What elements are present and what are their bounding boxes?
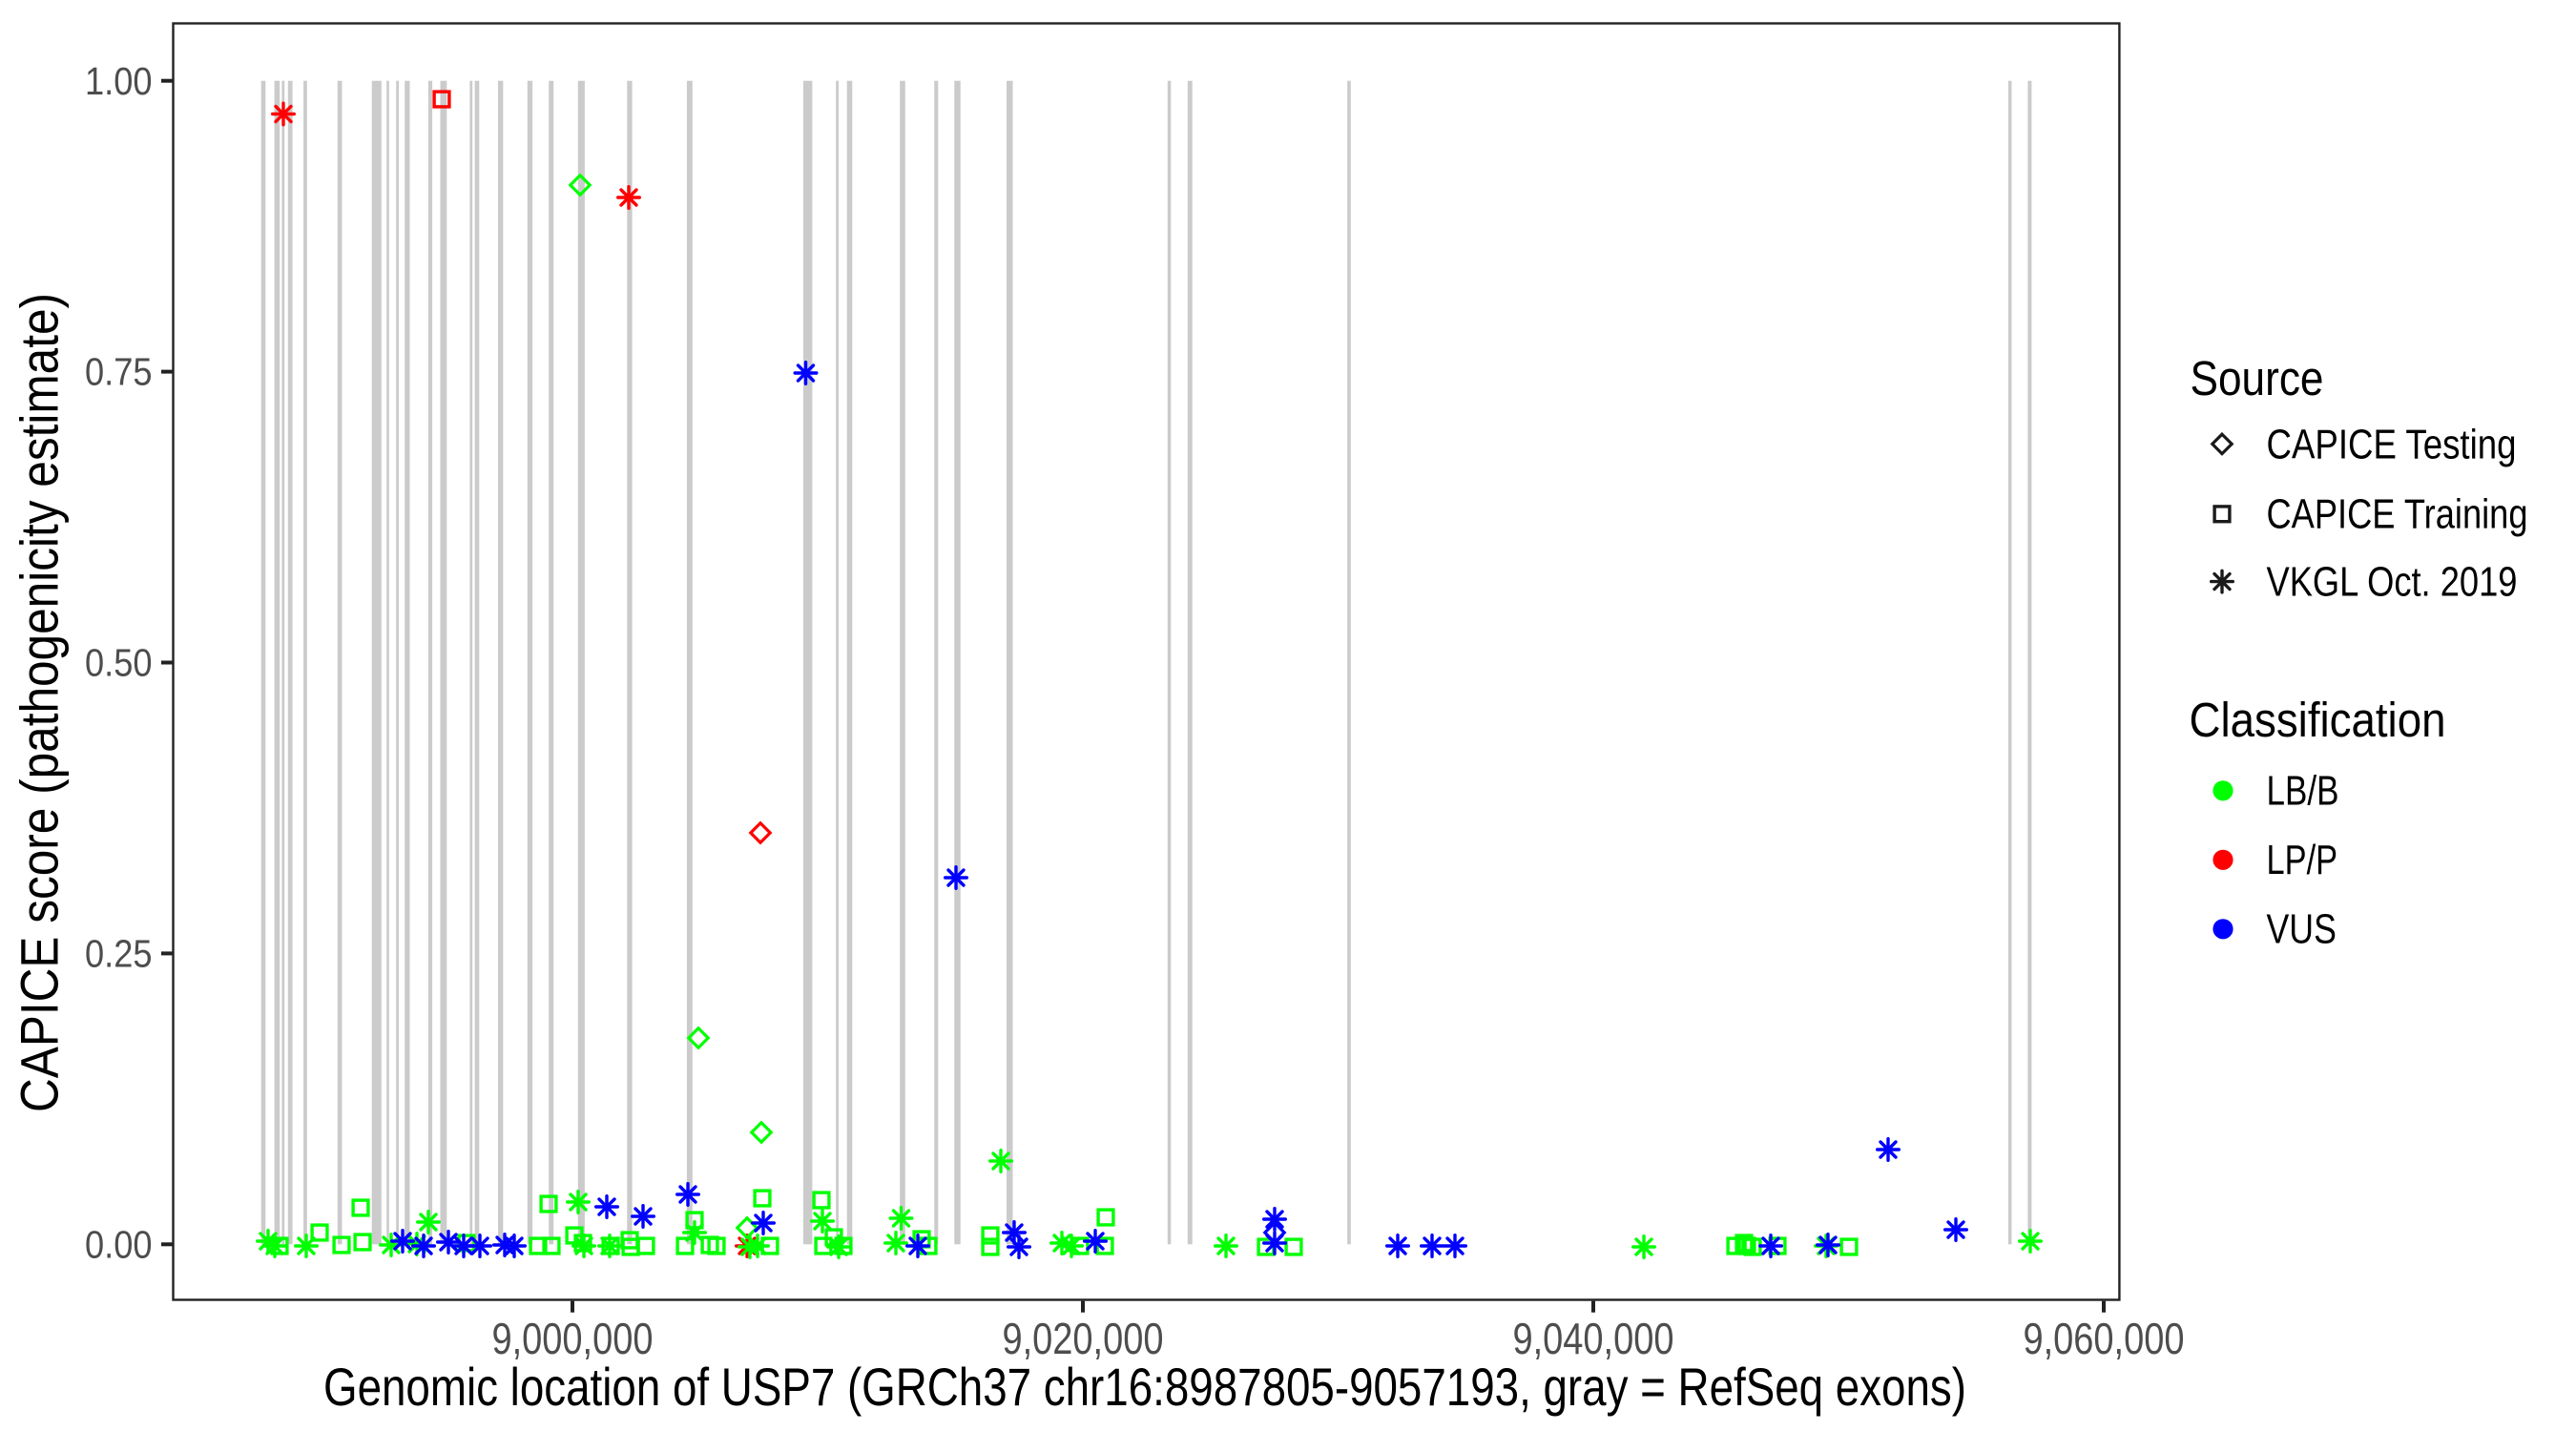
svg-text:CAPICE Training: CAPICE Training: [2267, 492, 2528, 538]
svg-text:LP/P: LP/P: [2267, 838, 2338, 883]
svg-text:Genomic location of USP7 (GRCh: Genomic location of USP7 (GRCh37 chr16:8…: [323, 1358, 1966, 1417]
svg-text:9,040,000: 9,040,000: [1513, 1314, 1674, 1363]
svg-text:0.25: 0.25: [85, 932, 153, 976]
svg-text:0.50: 0.50: [85, 641, 153, 685]
svg-text:VKGL Oct. 2019: VKGL Oct. 2019: [2267, 560, 2518, 606]
svg-text:VUS: VUS: [2267, 906, 2337, 952]
svg-text:1.00: 1.00: [85, 59, 153, 103]
svg-text:Classification: Classification: [2190, 693, 2446, 747]
svg-text:CAPICE Testing: CAPICE Testing: [2267, 422, 2517, 467]
svg-text:CAPICE score (pathogenicity es: CAPICE score (pathogenicity estimate): [10, 293, 70, 1112]
svg-text:0.00: 0.00: [85, 1222, 153, 1266]
svg-text:Source: Source: [2191, 351, 2324, 405]
svg-text:0.75: 0.75: [85, 350, 153, 394]
svg-text:9,020,000: 9,020,000: [1003, 1314, 1164, 1363]
svg-text:9,060,000: 9,060,000: [2024, 1314, 2185, 1363]
svg-text:9,000,000: 9,000,000: [492, 1314, 654, 1363]
svg-text:LB/B: LB/B: [2267, 769, 2339, 815]
